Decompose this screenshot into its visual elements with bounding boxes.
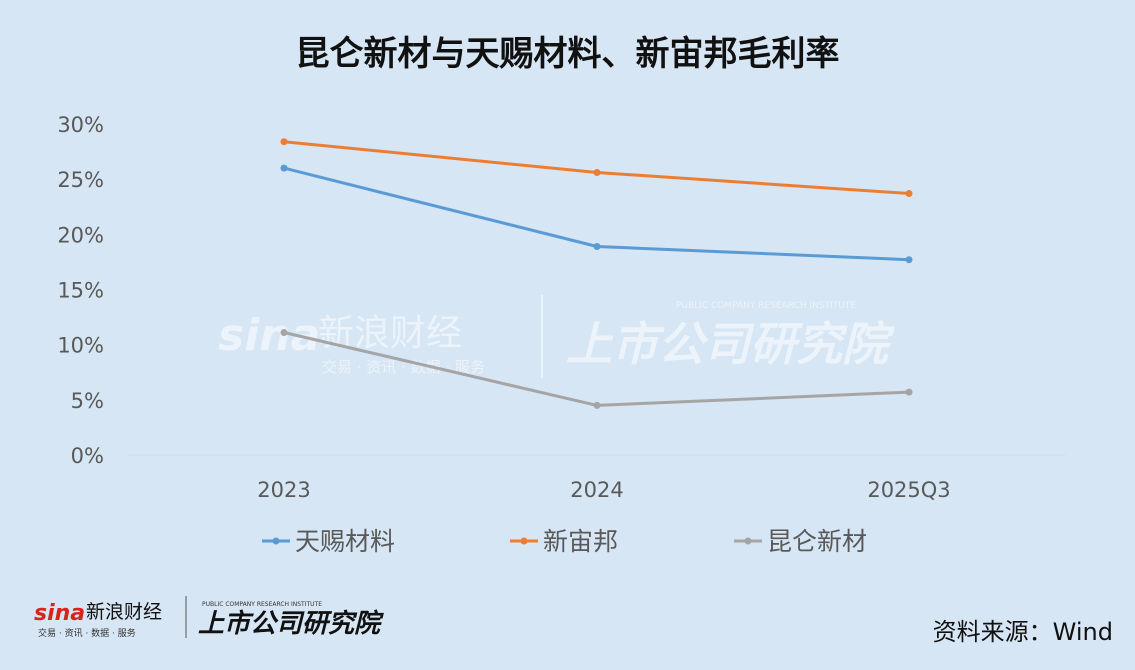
watermark: sina 新浪财经 交易 · 资讯 · 数据 · 服务 上市公司研究院 PUBL… (218, 295, 895, 378)
x-tick-label: 2023 (257, 478, 310, 502)
data-point (593, 401, 601, 409)
watermark-institute-en: PUBLIC COMPANY RESEARCH INSTITUTE (676, 301, 856, 311)
data-point (905, 256, 913, 264)
watermark-brand-sub: 交易 · 资讯 · 数据 · 服务 (322, 358, 485, 376)
y-axis: 0% 5% 10% 15% 20% 25% 30% (57, 113, 104, 468)
legend-marker (744, 537, 752, 545)
data-point (905, 190, 913, 197)
footer-institute: 上市公司研究院 (198, 609, 384, 639)
legend: 天赐材料 新宙邦 昆仑新材 (262, 527, 867, 556)
source-note: 资料来源：Wind (932, 618, 1113, 646)
footer-brand-sub: 交易 · 资讯 · 数据 · 服务 (38, 627, 136, 639)
watermark-institute: 上市公司研究院 (566, 317, 895, 371)
y-tick-label: 10% (57, 334, 104, 358)
footer-brand: sina (34, 601, 85, 626)
data-point (280, 138, 288, 146)
x-tick-label: 2024 (570, 478, 623, 502)
y-tick-label: 5% (71, 389, 104, 413)
legend-label: 新宙邦 (543, 527, 618, 556)
y-tick-label: 30% (57, 113, 104, 137)
footer-institute-en: PUBLIC COMPANY RESEARCH INSTITUTE (202, 601, 322, 608)
data-point (280, 329, 288, 336)
legend-marker (520, 537, 528, 545)
legend-label: 天赐材料 (295, 527, 395, 556)
series-line (282, 140, 911, 195)
data-point (593, 169, 601, 176)
series-lines (280, 138, 913, 409)
footer-brand-cn: 新浪财经 (86, 601, 162, 623)
legend-label: 昆仑新材 (767, 527, 867, 556)
y-tick-label: 25% (57, 168, 104, 192)
legend-marker (272, 537, 280, 545)
footer-logo: sina 新浪财经 交易 · 资讯 · 数据 · 服务 PUBLIC COMPA… (34, 596, 384, 639)
data-point (280, 164, 288, 172)
chart-title: 昆仑新材与天赐材料、新宙邦毛利率 (295, 34, 840, 74)
data-point (593, 243, 601, 250)
data-point (905, 388, 913, 396)
watermark-brand: sina (218, 310, 320, 361)
x-axis: 2023 2024 2025Q3 (257, 478, 950, 502)
x-tick-label: 2025Q3 (867, 478, 950, 502)
y-tick-label: 15% (57, 279, 104, 303)
y-tick-label: 0% (71, 444, 104, 468)
y-tick-label: 20% (57, 223, 104, 247)
watermark-brand-cn: 新浪财经 (318, 313, 462, 354)
